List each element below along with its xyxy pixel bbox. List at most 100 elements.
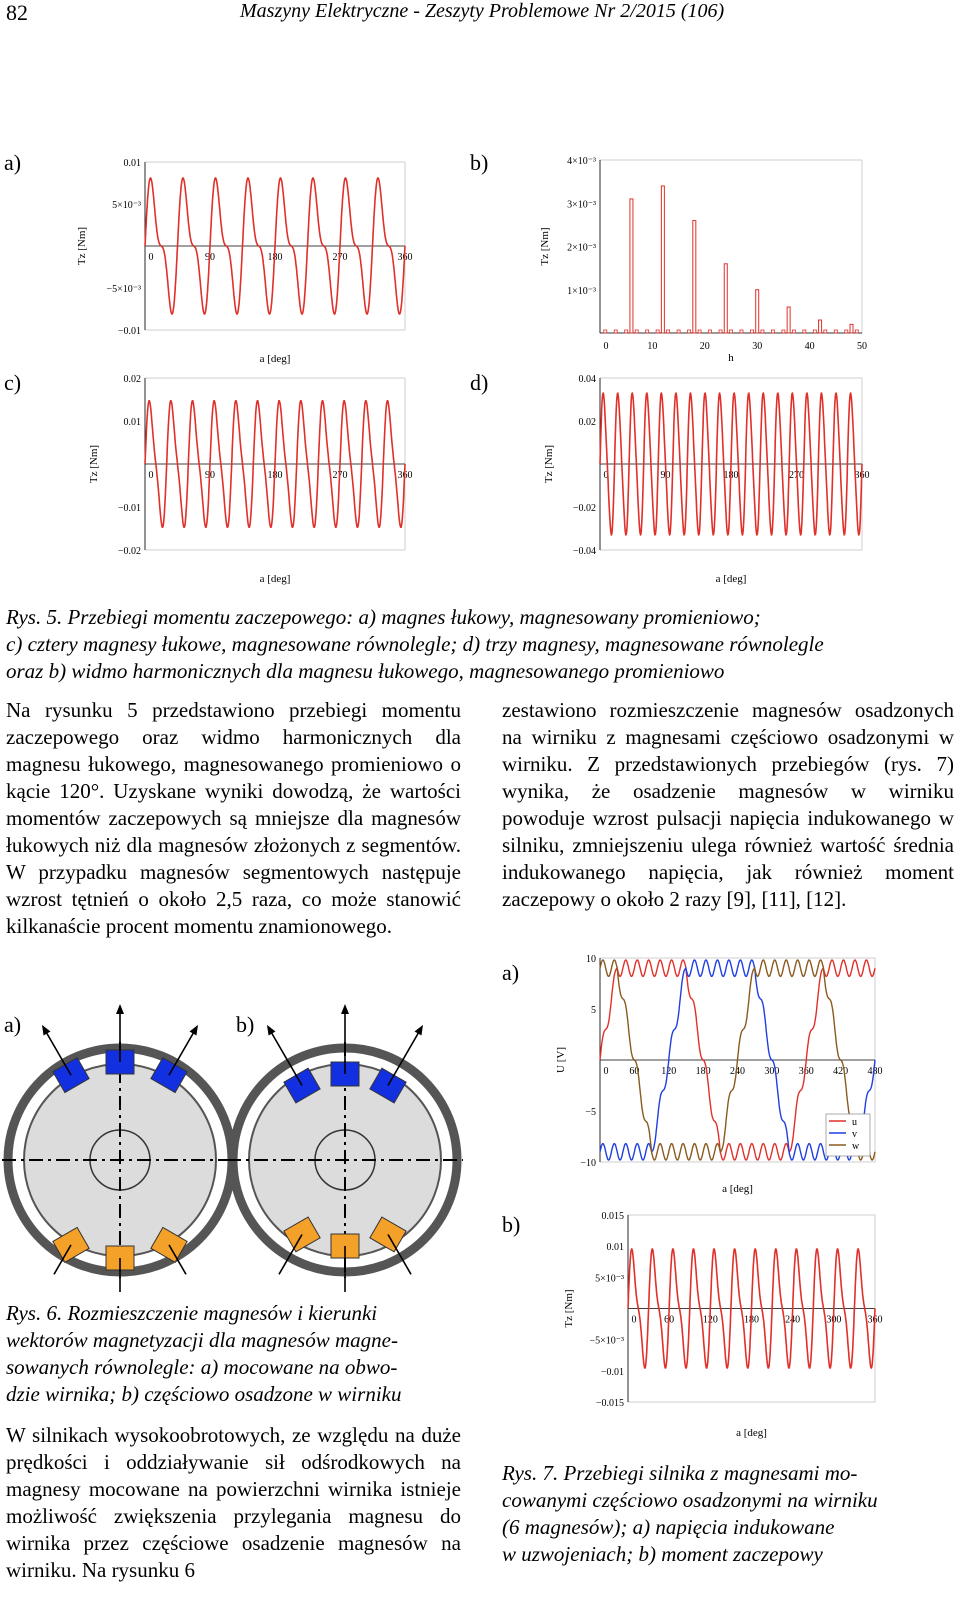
bar — [849, 323, 854, 334]
minor-bar — [802, 329, 807, 334]
x-tick-label: 0 — [604, 470, 609, 481]
y-tick-label: −5×10⁻³ — [589, 1336, 624, 1347]
magnetization-arrow — [387, 1029, 421, 1086]
minor-bar — [854, 329, 859, 334]
y-tick-label: −0.02 — [573, 503, 596, 514]
y-tick-label: 5×10⁻³ — [595, 1273, 624, 1284]
x-tick-label: 20 — [700, 341, 710, 352]
series-u — [599, 959, 876, 1161]
y-tick-label: −5×10⁻³ — [106, 284, 141, 295]
minor-bar — [718, 329, 723, 334]
y-tick-label: 1×10⁻³ — [567, 286, 596, 297]
body-right-1: zestawiono rozmieszczenie magnesów osadz… — [502, 698, 954, 911]
minor-bar — [781, 329, 786, 334]
y-tick-label: −0.02 — [118, 546, 141, 557]
x-axis-label: a [deg] — [736, 1427, 767, 1439]
rotor-a — [2, 1004, 238, 1292]
y-tick-label: −0.01 — [118, 326, 141, 337]
rotor-b — [227, 1004, 463, 1292]
magnetization-arrow — [387, 1234, 412, 1275]
y-tick-label: 0.01 — [124, 417, 142, 428]
x-tick-label: 0 — [149, 252, 154, 263]
x-tick-label: 480 — [868, 1066, 883, 1077]
minor-bar — [791, 329, 796, 334]
y-axis-label: Tz [Nm] — [88, 445, 100, 483]
journal-title: Maszyny Elektryczne - Zeszyty Problemowe… — [240, 0, 725, 22]
x-tick-label: 60 — [629, 1066, 639, 1077]
chart-fig5b: 0 10 20 30 40 50 4×10⁻³ 3×10⁻³ 2×10⁻³ 1×10⁻³ h Tz [… — [539, 156, 867, 364]
y-tick-label: 4×10⁻³ — [567, 156, 596, 167]
x-tick-label: 0 — [604, 1066, 609, 1077]
y-tick-label: 0.04 — [579, 374, 597, 385]
minor-bar — [844, 329, 849, 334]
minor-bar — [676, 329, 681, 334]
bar — [818, 319, 823, 334]
legend: uvw — [825, 1113, 871, 1157]
fig5-caption-line-1: Rys. 5. Przebiegi momentu zaczepowego: a… — [6, 605, 761, 629]
fig6-caption-line-2: wektorów magnetyzacji dla magnesów magne… — [6, 1328, 398, 1352]
bar — [786, 306, 791, 334]
series-line — [627, 1248, 876, 1369]
bar — [755, 289, 760, 334]
minor-bar — [613, 329, 618, 334]
y-axis-label: Tz [Nm] — [76, 227, 88, 265]
legend-label: u — [852, 1117, 857, 1128]
legend-label: v — [852, 1129, 857, 1140]
panel-label-c: c) — [4, 370, 22, 395]
minor-bar — [624, 329, 629, 334]
minor-bar — [729, 329, 733, 334]
y-tick-label: −10 — [580, 1158, 596, 1169]
x-tick-label: 0 — [149, 470, 154, 481]
series-line — [144, 176, 406, 316]
magnetization-arrow — [278, 1234, 303, 1275]
x-tick-label: 300 — [764, 1066, 779, 1077]
y-axis-label: U [V] — [555, 1047, 567, 1073]
x-tick-label: 120 — [661, 1066, 676, 1077]
x-tick-label: 50 — [857, 341, 867, 352]
x-axis-label: a [deg] — [716, 573, 747, 585]
panel-label-b: b) — [470, 150, 489, 175]
x-axis-label: a [deg] — [722, 1183, 753, 1195]
bar — [629, 198, 634, 334]
minor-bar — [697, 329, 702, 334]
panel-label-a: a) — [4, 150, 22, 175]
minor-bar — [771, 329, 775, 334]
rotor-diagrams — [2, 1004, 463, 1292]
y-tick-label: 0.02 — [124, 374, 142, 385]
y-tick-label: 2×10⁻³ — [567, 243, 596, 254]
minor-bar — [634, 329, 639, 334]
minor-bar — [739, 329, 744, 334]
x-tick-label: 240 — [730, 1066, 745, 1077]
fig6-caption-line-1: Rys. 6. Rozmieszczenie magnesów i kierun… — [6, 1301, 378, 1325]
fig6-caption-line-3: sowanych równolegle: a) mocowane na obwo… — [6, 1355, 398, 1379]
chart-fig7a: 0 60 120 180 240 300 360 420 480 10 5 −5 −10 a [deg] U… — [555, 954, 883, 1195]
series-w — [599, 959, 876, 1161]
fig7-caption-line-2: cowanymi częściowo osadzonymi na wirniku — [502, 1488, 878, 1512]
fig7-label-a: a) — [502, 960, 520, 985]
minor-bar — [812, 329, 817, 334]
x-axis-label: h — [728, 352, 734, 364]
body-left-1: Na rysunku 5 przedstawiono przebiegi mom… — [6, 698, 461, 938]
y-tick-label: 0.01 — [124, 158, 142, 169]
arrow-head — [414, 1024, 423, 1036]
y-tick-label: 5×10⁻³ — [112, 200, 141, 211]
y-tick-label: −0.01 — [601, 1367, 624, 1378]
fig6-caption-line-4: dzie wirnika; b) częściowo osadzone w wi… — [6, 1382, 402, 1406]
magnetization-arrow — [53, 1244, 72, 1275]
minor-bar — [645, 329, 650, 334]
x-tick-label: 30 — [752, 341, 762, 352]
x-tick-label: 0 — [604, 341, 609, 352]
arrow-head — [116, 1004, 124, 1014]
x-axis-label: a [deg] — [260, 353, 291, 365]
fig7-caption-line-4: w uzwojeniach; b) moment zaczepowy — [502, 1542, 823, 1566]
panel-label-d: d) — [470, 370, 489, 395]
magnetization-arrow — [168, 1244, 187, 1275]
chart-fig7b: 0 60 120 180 240 300 3600.0150.015×10⁻³−5×10⁻³… — [563, 1211, 883, 1439]
bar — [692, 220, 697, 334]
y-axis-label: Tz [Nm] — [563, 1289, 575, 1327]
arrow-head — [267, 1024, 276, 1036]
y-tick-label: −0.04 — [573, 546, 596, 557]
